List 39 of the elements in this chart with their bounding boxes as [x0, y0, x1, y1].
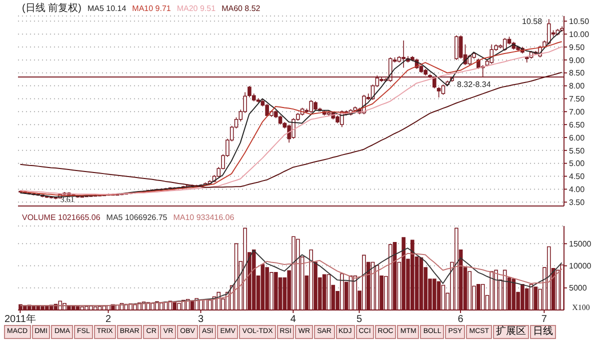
y-tick-label: 10.00 — [569, 30, 590, 39]
x-tick-label: 2 — [105, 314, 112, 326]
y-tick-label: 9.00 — [569, 56, 586, 65]
y-axis-title: X100 — [572, 303, 590, 312]
x-tick-label: 4 — [290, 314, 296, 326]
text: 扩展区 — [493, 325, 530, 339]
y-tick-label: 8.50 — [569, 68, 586, 78]
y-tick-label: 7.00 — [569, 107, 586, 116]
y-tick-label: 7.50 — [569, 94, 586, 104]
x-tick-label: 2011年 — [4, 313, 36, 326]
y-tick-label: 6.00 — [569, 133, 586, 142]
y-tick-label: 6.50 — [569, 120, 586, 130]
y-tick-label: 10.50 — [569, 17, 590, 26]
text: MA5 1066926.75 — [106, 213, 168, 222]
y-tick-label: 5000 — [569, 284, 588, 293]
y-tick-label: 3.50 — [569, 198, 586, 207]
text: MA5 10.14 — [87, 4, 126, 13]
text: MA10 9.71 — [132, 4, 171, 13]
y-tick-label: 4.00 — [569, 185, 586, 194]
text: MA20 9.51 — [176, 4, 216, 13]
y-tick-label: 9.50 — [569, 42, 586, 52]
text: MA60 8.52 — [222, 4, 260, 13]
text: MA10 933416.06 — [173, 213, 234, 222]
x-tick-label: 3 — [198, 314, 204, 326]
x-tick-label: 5 — [356, 314, 362, 326]
x-tick-label: 7 — [541, 314, 548, 326]
y-tick-label: 10000 — [569, 262, 592, 271]
y-tick-label: 4.50 — [569, 172, 586, 182]
y-tick-label: 5.00 — [569, 159, 586, 168]
y-tick-label: 15000 — [569, 240, 592, 249]
annotation: 8.32-8.34 — [457, 80, 491, 89]
annotation: 3.61 — [60, 195, 74, 204]
y-tick-label: 8.00 — [569, 82, 586, 91]
chart-title: (日线 前复权) — [22, 2, 82, 15]
y-tick-label: 5.50 — [569, 146, 586, 156]
text: VOLUME 1021665.06 — [22, 213, 100, 222]
text: 日线 — [530, 325, 556, 339]
x-tick-label: 6 — [458, 314, 464, 326]
annotation: 10.58 — [522, 17, 542, 26]
